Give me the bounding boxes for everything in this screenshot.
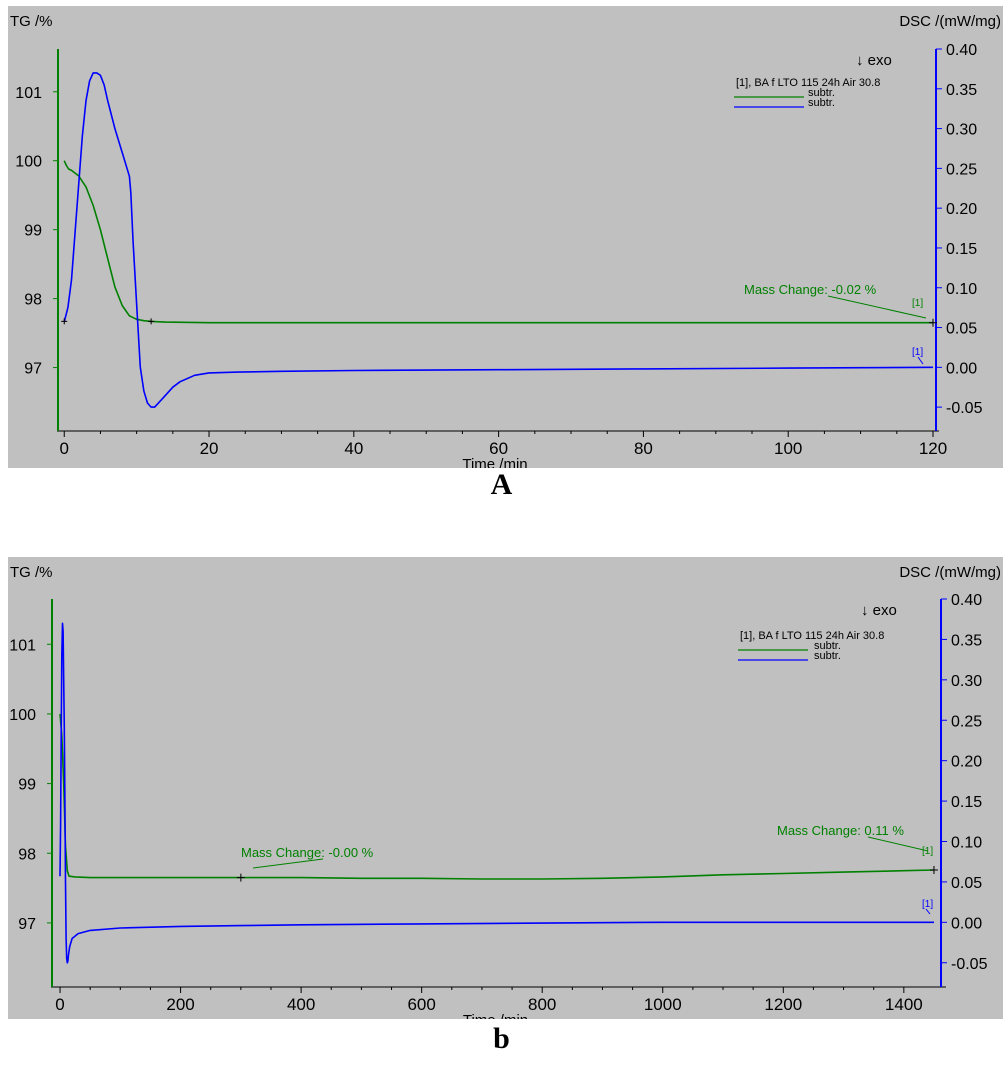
- tg-tick-label: 99: [24, 223, 42, 240]
- tg-tick-label: 98: [18, 846, 36, 863]
- annotation-leader-line: [917, 356, 924, 365]
- mass-change-annotation: Mass Change: -0.00 %: [241, 845, 374, 860]
- dsc-tick-label: 0.35: [946, 82, 977, 99]
- annotation-leader-line: [827, 295, 927, 319]
- annotation-leader-line: [252, 858, 324, 869]
- dsc-tick-label: 0.30: [946, 122, 977, 139]
- tg-tick-label: 99: [18, 777, 36, 794]
- dsc-axis-title: DSC /(mW/mg): [899, 564, 1001, 581]
- tg-tick-label: 100: [15, 154, 42, 171]
- dsc-tick-label: 0.00: [951, 915, 982, 932]
- dsc-tick-label: 0.20: [946, 201, 977, 218]
- tg-tick-label: 97: [24, 361, 42, 378]
- x-tick-label: 0: [60, 439, 69, 458]
- legend-title: [1], BA f LTO 115 24h Air 30.8: [740, 630, 884, 642]
- curve-id-label: [1]: [912, 347, 923, 358]
- mass-change-annotation: Mass Change: -0.02 %: [744, 282, 877, 297]
- dsc-tick-label: 0.05: [951, 875, 982, 892]
- tg-step-marker: [61, 318, 68, 325]
- tg-tick-label: 101: [9, 637, 36, 654]
- legend-label-dsc: subtr.: [814, 650, 841, 662]
- dsc-tick-label: 0.10: [946, 281, 977, 298]
- x-tick-label: 600: [407, 995, 435, 1014]
- x-tick-label: 1200: [764, 995, 802, 1014]
- x-tick-label: 60: [489, 439, 508, 458]
- exo-marker: ↓ exo: [856, 52, 892, 69]
- dsc-tick-label: -0.05: [946, 400, 983, 417]
- panel-label-a: A: [490, 468, 513, 501]
- tg-curve: [63, 160, 933, 324]
- curve-id-label: [1]: [922, 899, 933, 910]
- dsc-tick-label: 0.30: [951, 673, 982, 690]
- x-tick-label: 0: [55, 995, 64, 1014]
- legend-title: [1], BA f LTO 115 24h Air 30.8: [736, 77, 880, 89]
- mass-change-marker: [929, 318, 937, 327]
- dsc-tick-label: 0.20: [951, 754, 982, 771]
- legend-label-dsc: subtr.: [808, 97, 835, 109]
- x-tick-label: 400: [287, 995, 315, 1014]
- dsc-tick-label: 0.15: [951, 794, 982, 811]
- dsc-tick-label: 0.00: [946, 360, 977, 377]
- dsc-curve: [63, 72, 934, 408]
- curve-id-label: [1]: [912, 298, 923, 309]
- panel-label-b: b: [493, 1022, 510, 1055]
- legend-label-tg: subtr.: [814, 640, 841, 652]
- tg-dsc-chart-a: 0 20 40 60 80 100 120 Time /min 97 98 99 100 101 TG /…: [10, 13, 1001, 468]
- tg-axis-title: TG /%: [10, 13, 53, 30]
- tg-step-marker: [148, 318, 155, 325]
- x-tick-label: 80: [634, 439, 653, 458]
- x-tick-label: 120: [919, 439, 947, 458]
- curve-id-label: [1]: [922, 846, 933, 857]
- dsc-tick-label: -0.05: [951, 956, 988, 973]
- dsc-tick-label: 0.25: [946, 161, 977, 178]
- x-axis-title: Time /min: [462, 456, 527, 468]
- x-tick-label: 40: [344, 439, 363, 458]
- x-tick-label: 800: [528, 995, 556, 1014]
- legend-label-tg: subtr.: [808, 87, 835, 99]
- dsc-tick-label: 0.40: [946, 42, 977, 59]
- dsc-tick-label: 0.35: [951, 632, 982, 649]
- dsc-curve: [59, 622, 934, 964]
- dsc-tick-label: 0.40: [951, 592, 982, 609]
- tg-dsc-chart-b: 0 200 400 600 800 1000 1200 1400 Time /min 97 98 99…: [9, 564, 1001, 1019]
- x-axis-title: Time /min: [463, 1012, 528, 1019]
- mass-change-annotation: Mass Change: 0.11 %: [777, 823, 904, 838]
- tg-tick-label: 98: [24, 292, 42, 309]
- dsc-tick-label: 0.25: [951, 713, 982, 730]
- x-tick-label: 1000: [644, 995, 682, 1014]
- annotation-leader-line: [925, 908, 931, 915]
- x-tick-label: 20: [200, 439, 219, 458]
- dsc-tick-label: 0.15: [946, 241, 977, 258]
- chart-panel-a: 0 20 40 60 80 100 120 Time /min 97 98 99 100 101 TG /…: [8, 6, 1003, 468]
- mass-change-marker: [236, 873, 245, 882]
- chart-panel-b: 0 200 400 600 800 1000 1200 1400 Time /min 97 98 99…: [8, 557, 1003, 1019]
- exo-marker: ↓ exo: [861, 602, 897, 619]
- tg-tick-label: 97: [18, 916, 36, 933]
- x-tick-label: 100: [774, 439, 802, 458]
- mass-change-marker: [929, 865, 938, 874]
- x-tick-label: 200: [166, 995, 194, 1014]
- x-tick-label: 1400: [885, 995, 923, 1014]
- dsc-tick-label: 0.10: [951, 835, 982, 852]
- dsc-axis-title: DSC /(mW/mg): [899, 13, 1001, 30]
- tg-axis-title: TG /%: [10, 564, 53, 581]
- annotation-leader-line: [867, 836, 929, 852]
- tg-tick-label: 101: [15, 85, 42, 102]
- tg-curve: [59, 713, 935, 880]
- dsc-tick-label: 0.05: [946, 321, 977, 338]
- tg-tick-label: 100: [9, 707, 36, 724]
